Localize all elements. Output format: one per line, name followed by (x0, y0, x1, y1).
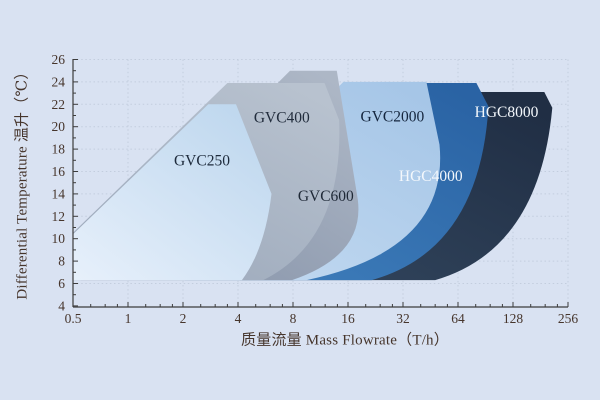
y-tick-label: 20 (52, 119, 66, 134)
y-tick-label: 6 (58, 276, 65, 291)
y-tick-label: 26 (52, 52, 66, 67)
y-tick-label: 10 (52, 231, 66, 246)
x-axis-title: 质量流量 Mass Flowrate（T/h） (241, 332, 449, 349)
series-label-gvc400: GVC400 (254, 110, 310, 127)
series-label-hgc8000: HGC8000 (475, 104, 539, 121)
series-label-gvc2000: GVC2000 (361, 109, 425, 126)
series-label-gvc600: GVC600 (298, 188, 354, 205)
x-tick-label: 128 (503, 311, 524, 326)
y-tick-label: 16 (52, 164, 66, 179)
x-tick-label: 32 (396, 311, 410, 326)
series-label-hgc4000: HGC4000 (399, 168, 463, 185)
y-tick-label: 12 (52, 209, 66, 224)
series-label-gvc250: GVC250 (174, 152, 230, 169)
x-tick-label: 16 (341, 311, 355, 326)
y-tick-label: 24 (52, 74, 66, 89)
y-axis-title: Differential Temperature 温升（℃） (14, 64, 31, 300)
y-tick-label: 14 (52, 186, 66, 201)
x-tick-label: 1 (125, 311, 132, 326)
axis-ticks (72, 59, 569, 307)
y-tick-label: 4 (58, 298, 65, 313)
series-regions (73, 70, 553, 281)
y-tick-label: 18 (52, 142, 66, 157)
series-region-gvc250 (73, 104, 272, 281)
y-tick-label: 8 (58, 254, 65, 269)
x-tick-label: 8 (290, 311, 297, 326)
x-tick-label: 4 (235, 311, 242, 326)
x-tick-label: 256 (558, 311, 579, 326)
x-tick-label: 0.5 (65, 311, 82, 326)
x-tick-label: 64 (451, 311, 465, 326)
y-tick-label: 22 (52, 97, 66, 112)
x-tick-label: 2 (180, 311, 187, 326)
